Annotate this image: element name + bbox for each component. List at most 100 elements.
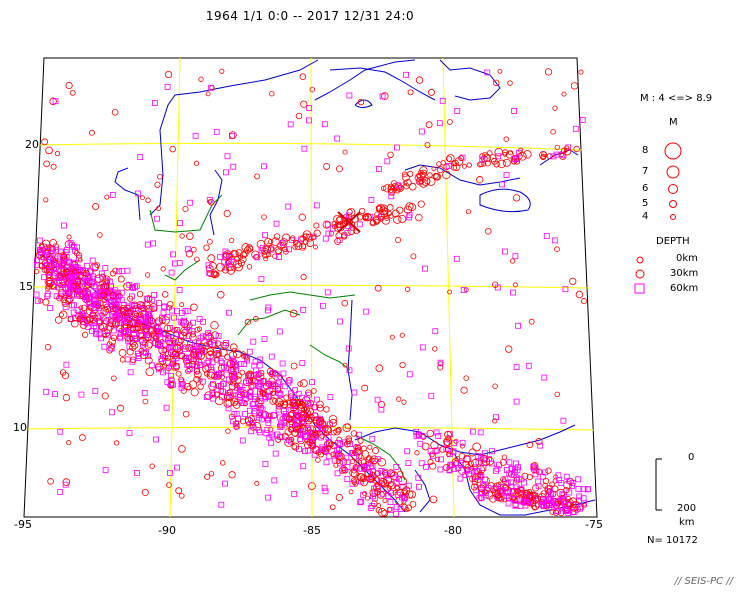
earthquake-marker (167, 373, 174, 379)
earthquake-marker (386, 506, 393, 513)
earthquake-marker (239, 387, 246, 394)
earthquake-marker (408, 182, 417, 191)
earthquake-marker (336, 236, 343, 243)
earthquake-marker (262, 232, 269, 239)
earthquake-marker (81, 319, 87, 325)
earthquake-marker (248, 378, 254, 384)
earthquake-marker (165, 354, 172, 361)
earthquake-marker (124, 334, 132, 341)
earthquake-marker (263, 256, 269, 262)
earthquake-marker (163, 324, 172, 333)
earthquake-marker (507, 80, 513, 86)
earthquake-marker (513, 364, 520, 371)
earthquake-marker (285, 203, 292, 210)
earthquake-marker (284, 438, 293, 447)
earthquake-marker (264, 307, 271, 314)
earthquake-marker (463, 375, 469, 381)
earthquake-marker (62, 481, 69, 488)
earthquake-marker (342, 362, 348, 368)
earthquake-marker (321, 121, 328, 128)
earthquake-marker (120, 302, 127, 309)
earthquake-marker (332, 451, 339, 458)
earthquake-marker (381, 207, 389, 215)
earthquake-marker (164, 84, 171, 90)
earthquake-marker (190, 319, 197, 326)
earthquake-marker (208, 471, 215, 477)
earthquake-marker (404, 286, 411, 292)
depth-scale-top: 0 (688, 452, 695, 463)
earthquake-marker (274, 246, 283, 254)
earthquake-marker (243, 392, 250, 399)
earthquake-marker (124, 267, 131, 274)
earthquake-marker (501, 454, 508, 460)
earthquake-marker (357, 499, 364, 506)
earthquake-marker (257, 412, 264, 419)
earthquake-marker (287, 121, 294, 128)
earthquake-marker (334, 237, 342, 245)
earthquake-marker (539, 502, 546, 509)
depth-scale-unit: km (679, 517, 695, 528)
earthquake-marker (368, 197, 375, 203)
earthquake-marker (206, 270, 213, 277)
earthquake-marker (356, 221, 363, 228)
earthquake-marker (457, 461, 464, 468)
earthquake-marker (497, 68, 503, 74)
earthquake-marker (242, 379, 249, 386)
earthquake-marker (530, 464, 537, 471)
earthquake-marker (156, 300, 162, 307)
earthquake-marker (70, 259, 77, 266)
earthquake-marker (116, 268, 122, 275)
earthquake-marker (110, 327, 117, 334)
earthquake-marker (154, 323, 161, 330)
earthquake-marker (54, 316, 63, 324)
earthquake-marker (346, 218, 353, 226)
earthquake-marker (382, 470, 389, 477)
earthquake-marker (178, 376, 184, 383)
earthquake-marker (344, 230, 351, 236)
earthquake-marker (396, 396, 402, 402)
earthquake-marker (175, 370, 182, 377)
earthquake-marker (194, 256, 200, 262)
earthquake-marker (513, 156, 520, 163)
earthquake-marker (555, 507, 561, 514)
earthquake-marker (190, 246, 197, 253)
earthquake-marker (107, 318, 117, 328)
x-tick-label: -75 (585, 518, 603, 531)
earthquake-marker (432, 172, 439, 180)
earthquake-marker (66, 440, 72, 446)
earthquake-marker (299, 423, 306, 429)
earthquake-marker (161, 355, 168, 361)
earthquake-marker (241, 243, 250, 252)
earthquake-marker (166, 469, 173, 476)
earthquake-marker (145, 367, 155, 377)
earthquake-marker (213, 271, 220, 278)
earthquake-marker (229, 131, 237, 139)
earthquake-marker (517, 490, 526, 499)
earthquake-marker (100, 283, 110, 292)
earthquake-marker (251, 405, 258, 412)
earthquake-marker (543, 232, 550, 239)
earthquake-marker (160, 310, 167, 317)
earthquake-marker (88, 129, 95, 136)
earthquake-marker (454, 108, 461, 114)
earthquake-marker (437, 359, 444, 366)
earthquake-marker (44, 291, 51, 298)
earthquake-marker (366, 474, 375, 483)
earthquake-marker (125, 337, 131, 344)
earthquake-marker (435, 433, 442, 439)
depth-title: DEPTH (656, 236, 690, 247)
earthquake-marker (544, 485, 553, 493)
earthquake-marker (105, 332, 111, 339)
earthquake-marker (94, 262, 100, 268)
earthquake-marker (311, 235, 316, 241)
earthquake-marker (297, 381, 303, 387)
earthquake-marker (197, 377, 203, 383)
earthquake-marker (88, 268, 94, 275)
earthquake-marker (229, 343, 238, 352)
earthquake-marker (179, 233, 185, 239)
earthquake-marker (379, 478, 388, 486)
earthquake-marker (168, 269, 175, 276)
earthquake-marker (206, 196, 213, 203)
earthquake-marker (496, 461, 503, 468)
earthquake-marker (452, 163, 461, 171)
